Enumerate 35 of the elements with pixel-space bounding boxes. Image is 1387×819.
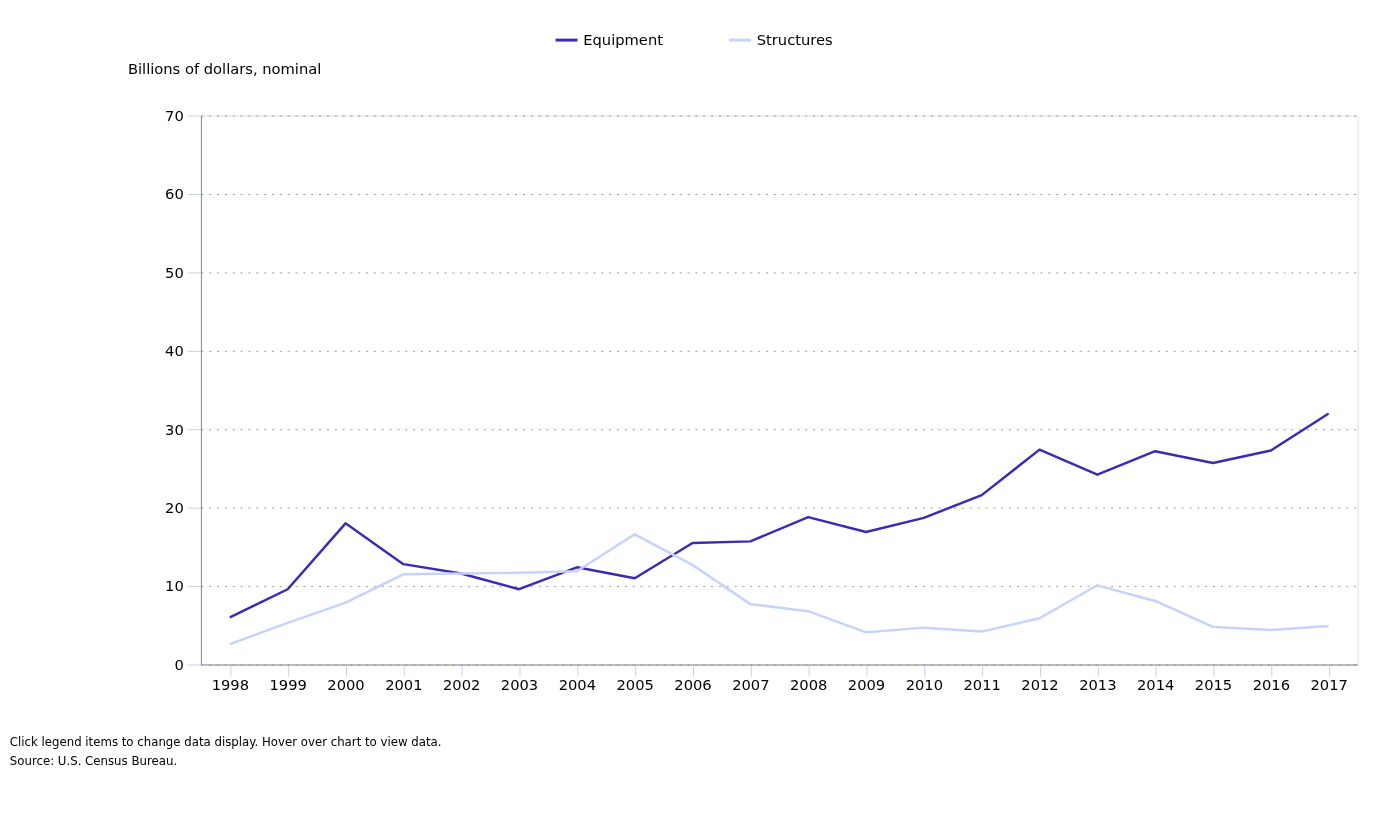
line-series — [228, 412, 1330, 619]
y-tick-label: 20 — [165, 499, 184, 517]
line-series — [228, 533, 1330, 646]
x-tick-label: 2000 — [327, 676, 365, 694]
x-tick-label: 2005 — [616, 676, 654, 694]
x-tick-label: 2007 — [732, 676, 770, 694]
y-tick-label: 70 — [165, 106, 184, 124]
legend-label: Structures — [756, 31, 833, 49]
y-tick-label: 50 — [165, 263, 184, 281]
x-tick-label: 2012 — [1021, 676, 1059, 694]
x-tick-label: 2014 — [1136, 676, 1175, 694]
y-tick-label: 0 — [174, 655, 184, 673]
x-tick-label: 2004 — [558, 676, 597, 694]
x-tick-label: 2010 — [905, 676, 944, 694]
y-tick-label: 10 — [165, 577, 184, 595]
x-tick-label: 2002 — [442, 676, 481, 694]
x-tick-label: 2006 — [674, 676, 712, 694]
x-tick-label: 2013 — [1079, 676, 1117, 694]
x-tick-label: 2009 — [847, 676, 886, 694]
legend-label: Equipment — [583, 31, 664, 49]
y-tick-label: 40 — [165, 342, 184, 360]
x-tick-label: 2017 — [1310, 676, 1348, 694]
y-tick-label: 30 — [165, 420, 184, 438]
x-tick-label: 2011 — [963, 676, 1001, 694]
x-tick-label: 2008 — [789, 676, 828, 694]
x-tick-label: 2015 — [1194, 676, 1233, 694]
x-tick-label: 1998 — [211, 676, 250, 694]
y-axis-title: Billions of dollars, nominal — [127, 59, 322, 77]
x-tick-label: 2003 — [500, 676, 539, 694]
x-tick-label: 2001 — [385, 676, 423, 694]
x-tick-label: 1999 — [269, 676, 307, 694]
source-note: Source: U.S. Census Bureau. — [9, 754, 178, 769]
y-tick-label: 60 — [165, 185, 184, 203]
text: Click legend items to change data display. Hover over chart to view data. — [9, 734, 442, 749]
x-tick-label: 2016 — [1252, 676, 1291, 694]
